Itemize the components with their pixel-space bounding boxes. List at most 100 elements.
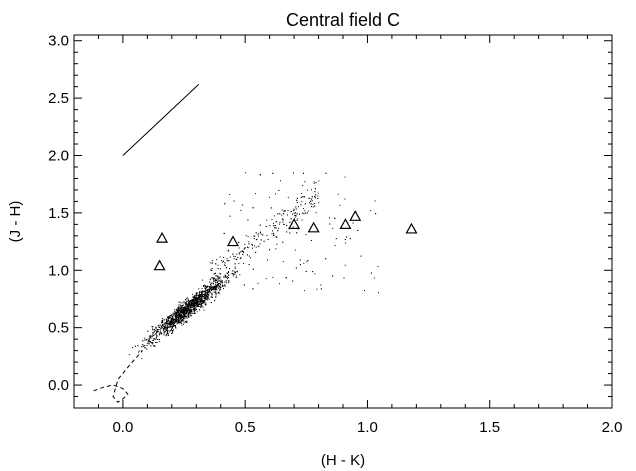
data-dot <box>187 300 189 302</box>
data-dot <box>222 284 223 286</box>
data-dot <box>195 294 197 296</box>
data-dot <box>210 282 212 284</box>
data-dot <box>199 290 201 292</box>
data-dot <box>370 272 372 274</box>
data-dot <box>209 289 211 291</box>
data-dot <box>187 306 189 308</box>
data-dot <box>221 282 223 284</box>
data-dot <box>155 326 157 328</box>
data-dot <box>184 315 186 317</box>
data-dot <box>226 259 228 261</box>
data-dot <box>191 301 193 303</box>
data-dot <box>213 273 215 275</box>
data-dot <box>197 301 199 303</box>
data-dot <box>179 310 181 312</box>
data-dot <box>152 332 154 334</box>
data-dot <box>163 328 165 330</box>
data-dot <box>157 339 159 341</box>
data-dot <box>192 305 194 307</box>
data-dot <box>257 282 259 284</box>
data-dot <box>311 189 312 191</box>
data-dot <box>170 317 172 319</box>
data-dot <box>168 317 170 318</box>
data-dot <box>173 313 175 315</box>
data-dot <box>221 261 223 263</box>
data-dot <box>188 312 190 314</box>
data-dot <box>220 287 222 288</box>
data-dot <box>305 234 307 236</box>
data-dot <box>176 312 177 313</box>
data-dot <box>210 262 212 264</box>
data-dot <box>378 292 379 294</box>
data-dot <box>203 285 204 287</box>
data-dot <box>166 330 168 331</box>
data-dot <box>301 219 303 221</box>
data-dot <box>239 258 241 259</box>
data-dot <box>174 325 176 327</box>
data-dot <box>200 302 201 304</box>
data-dot <box>149 341 150 343</box>
data-dot <box>186 309 188 311</box>
data-dot <box>166 333 168 335</box>
data-dot <box>166 329 168 331</box>
data-dot <box>292 213 293 215</box>
data-dot <box>207 296 209 297</box>
data-dot <box>194 309 196 311</box>
data-dot <box>202 300 204 301</box>
data-dot <box>234 272 236 274</box>
data-dot <box>217 268 219 269</box>
data-dot <box>203 309 205 311</box>
data-dot <box>210 288 212 290</box>
data-dot <box>189 301 191 303</box>
data-dot <box>296 197 298 199</box>
data-dot <box>213 279 215 281</box>
data-dot <box>220 268 221 270</box>
data-dot <box>274 225 276 227</box>
data-dot <box>188 303 190 305</box>
data-dot <box>180 306 182 308</box>
data-dot <box>189 303 191 305</box>
data-dot <box>198 300 200 302</box>
data-dot <box>197 302 199 303</box>
data-dot <box>248 255 250 257</box>
data-dot <box>178 309 180 311</box>
data-dot <box>208 297 210 299</box>
data-dot <box>144 347 146 349</box>
data-dot <box>153 334 155 336</box>
data-dot <box>195 304 197 306</box>
data-dot <box>211 293 213 295</box>
data-dot <box>151 334 153 336</box>
data-dot <box>191 298 193 300</box>
data-dot <box>161 321 163 323</box>
data-dot <box>153 339 154 341</box>
data-dot <box>152 342 154 344</box>
data-dot <box>305 212 307 214</box>
data-dot <box>312 206 314 208</box>
data-dot <box>208 291 209 293</box>
data-dot <box>190 310 192 312</box>
data-dot <box>171 323 173 325</box>
data-dot <box>199 304 201 306</box>
data-dot <box>196 305 198 307</box>
data-dot <box>295 206 297 208</box>
data-dot <box>261 233 263 235</box>
data-dot <box>164 324 166 326</box>
data-dot <box>227 250 229 252</box>
data-dot <box>190 310 191 312</box>
data-dot <box>223 285 225 287</box>
data-dot <box>219 281 221 283</box>
data-dot <box>203 297 205 299</box>
data-dot <box>144 339 146 341</box>
data-dot <box>312 203 314 205</box>
data-dot <box>219 276 221 278</box>
data-dot <box>176 319 178 321</box>
data-dot <box>193 307 195 309</box>
data-dot <box>184 302 186 304</box>
data-dot <box>210 302 212 303</box>
data-dot <box>339 204 341 206</box>
plot-frame <box>73 34 613 409</box>
data-dot <box>175 317 177 319</box>
data-dot <box>234 266 236 268</box>
data-dot <box>289 221 291 223</box>
data-dot <box>306 212 308 214</box>
